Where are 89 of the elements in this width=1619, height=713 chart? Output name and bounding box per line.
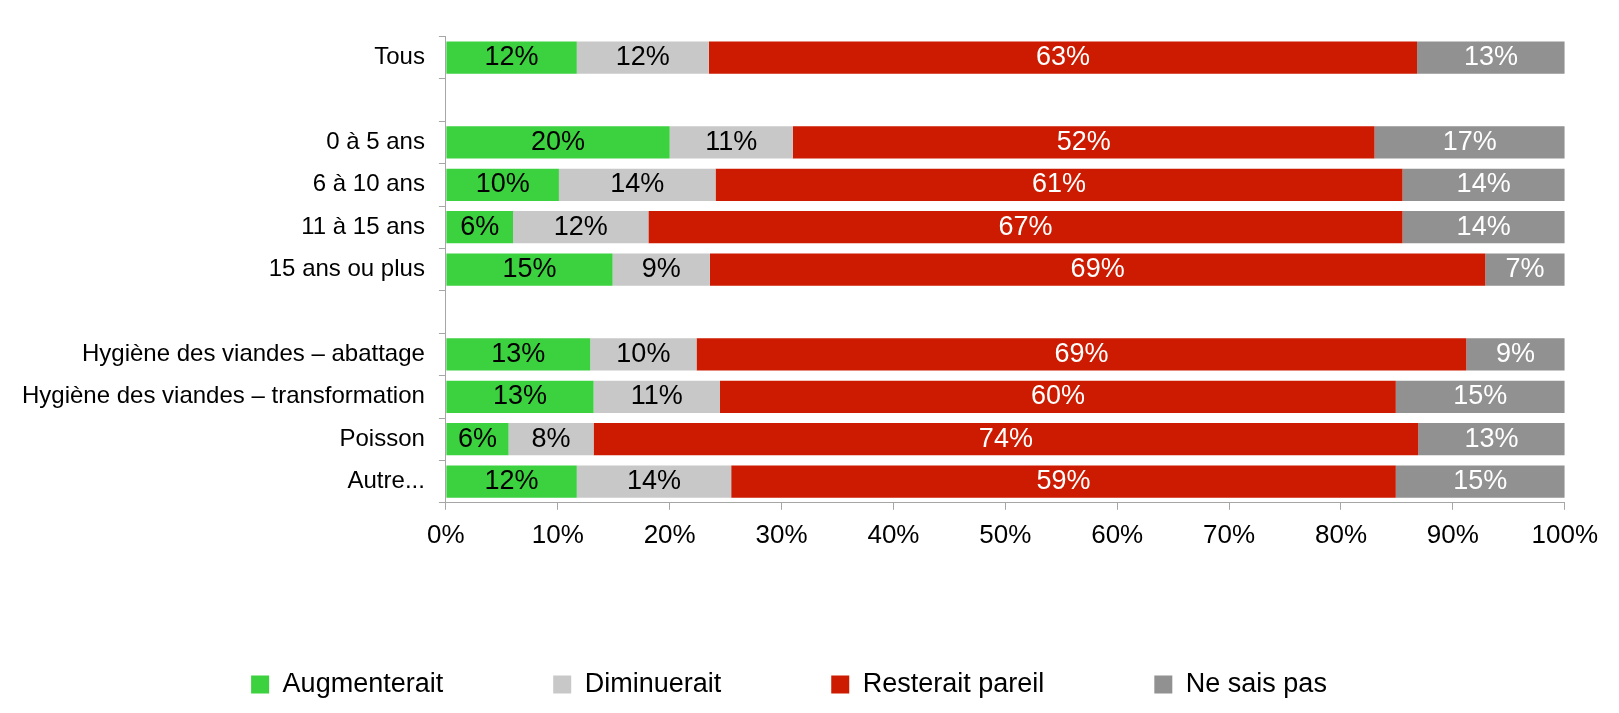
legend-label: Resterait pareil xyxy=(862,667,1045,698)
bar xyxy=(792,126,1375,159)
y-tick-label: Autre... xyxy=(347,466,425,494)
data-label: 67% xyxy=(998,210,1053,241)
x-tick-label: 10% xyxy=(531,518,584,549)
bar xyxy=(446,380,594,413)
bar xyxy=(1395,465,1565,498)
bar xyxy=(1395,380,1565,413)
data-label: 13% xyxy=(491,337,546,368)
data-label: 59% xyxy=(1036,465,1091,496)
x-tick-label: 30% xyxy=(755,518,808,549)
y-tick-label: Poisson xyxy=(339,423,425,451)
data-label: 8% xyxy=(531,422,571,453)
y-tick-label: 11 à 15 ans xyxy=(301,211,425,239)
x-tick-label: 60% xyxy=(1091,518,1144,549)
bar xyxy=(558,168,716,201)
data-label: 12% xyxy=(484,465,539,496)
legend-label: Diminuerait xyxy=(584,667,722,698)
bar xyxy=(1417,41,1565,74)
bar xyxy=(446,41,577,74)
data-label: 13% xyxy=(1463,41,1518,72)
bar xyxy=(576,41,709,74)
bar xyxy=(708,41,1418,74)
y-tick-label: 6 à 10 ans xyxy=(312,169,425,197)
data-label: 14% xyxy=(610,168,665,199)
data-label: 15% xyxy=(1453,465,1508,496)
bar xyxy=(446,338,591,371)
bar xyxy=(709,253,1486,286)
bar xyxy=(590,338,697,371)
data-label: 60% xyxy=(1030,380,1085,411)
bar xyxy=(731,465,1396,498)
data-label: 10% xyxy=(475,168,530,199)
data-label: 6% xyxy=(460,210,500,241)
bar xyxy=(446,126,670,159)
bar xyxy=(669,126,793,159)
data-label: 6% xyxy=(457,422,497,453)
data-label: 13% xyxy=(492,380,548,411)
x-tick-label: 0% xyxy=(427,518,465,549)
x-tick-label: 50% xyxy=(979,518,1032,549)
data-label: 10% xyxy=(616,337,671,368)
data-label: 13% xyxy=(1464,422,1519,453)
data-label: 9% xyxy=(1496,337,1536,368)
bar xyxy=(446,465,577,498)
data-label: 14% xyxy=(1456,210,1511,241)
data-label: 69% xyxy=(1054,337,1109,368)
data-label: 74% xyxy=(978,422,1033,453)
x-tick-label: 40% xyxy=(867,518,920,549)
x-tick-label: 100% xyxy=(1531,518,1598,549)
bar xyxy=(696,338,1467,371)
data-label: 69% xyxy=(1070,253,1125,284)
data-label: 14% xyxy=(626,465,682,496)
bar xyxy=(576,465,732,498)
x-tick-label: 20% xyxy=(643,518,696,549)
bar xyxy=(446,253,613,286)
data-label: 63% xyxy=(1035,41,1090,72)
data-label: 52% xyxy=(1056,125,1111,156)
x-tick-label: 90% xyxy=(1426,518,1479,549)
bar xyxy=(715,168,1403,201)
bar xyxy=(1466,338,1565,371)
bar xyxy=(1402,211,1565,244)
data-label: 17% xyxy=(1442,125,1497,156)
data-label: 20% xyxy=(531,125,586,156)
x-tick-label: 80% xyxy=(1314,518,1367,549)
data-label: 15% xyxy=(1453,380,1508,411)
bar xyxy=(593,423,1419,456)
legend-label: Augmenterait xyxy=(282,667,444,698)
y-tick-label: Hygiène des viandes – transformation xyxy=(22,381,425,409)
data-label: 61% xyxy=(1032,168,1087,199)
x-tick-label: 70% xyxy=(1203,518,1256,549)
y-tick-label: 15 ans ou plus xyxy=(268,254,425,282)
data-label: 14% xyxy=(1456,168,1511,199)
data-label: 12% xyxy=(553,210,608,241)
y-tick-label: 0 à 5 ans xyxy=(326,127,425,155)
bar xyxy=(648,211,1403,244)
data-label: 11% xyxy=(630,380,683,411)
data-label: 12% xyxy=(484,41,539,72)
data-label: 11% xyxy=(705,125,758,156)
y-tick-label: Tous xyxy=(374,42,425,70)
data-label: 15% xyxy=(502,253,557,284)
data-label: 9% xyxy=(641,253,681,284)
bar xyxy=(1485,253,1565,286)
y-tick-label: Hygiène des viandes – abattage xyxy=(81,339,425,367)
legend-label: Ne sais pas xyxy=(1185,667,1327,698)
bar xyxy=(720,380,1396,413)
data-label: 12% xyxy=(615,41,670,72)
bar xyxy=(1402,168,1565,201)
bar xyxy=(1374,126,1565,159)
data-label: 7% xyxy=(1505,253,1545,284)
bar xyxy=(612,253,710,286)
